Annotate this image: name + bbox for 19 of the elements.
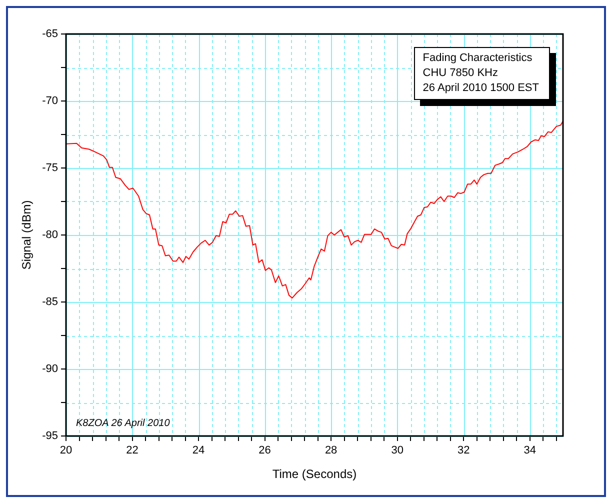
y-tick-label: -85 <box>42 296 58 308</box>
y-axis-title: Signal (dBm) <box>20 200 34 270</box>
annotation: Fading Characteristics CHU 7850 KHz 26 April 2010 1500 EST <box>422 51 539 96</box>
x-axis-title: Time (Seconds) <box>272 467 357 482</box>
x-tick-label: 32 <box>457 444 470 457</box>
x-tick-label: 30 <box>391 444 404 457</box>
y-tick-label: -95 <box>42 430 58 442</box>
x-tick-label: 28 <box>324 444 338 457</box>
y-tick-label: -70 <box>42 95 58 108</box>
y-tick-label: -75 <box>42 162 58 174</box>
x-tick-label: 22 <box>126 444 138 457</box>
y-tick-label: -65 <box>42 28 58 40</box>
annotation: K8ZOA 26 April 2010 <box>76 418 170 429</box>
y-tick-label: -80 <box>42 229 58 242</box>
x-tick-label: 24 <box>192 444 205 457</box>
x-tick-label: 34 <box>524 444 536 457</box>
y-tick-label: -90 <box>42 363 58 376</box>
x-tick-label: 20 <box>60 444 72 457</box>
x-tick-label: 26 <box>258 444 271 457</box>
